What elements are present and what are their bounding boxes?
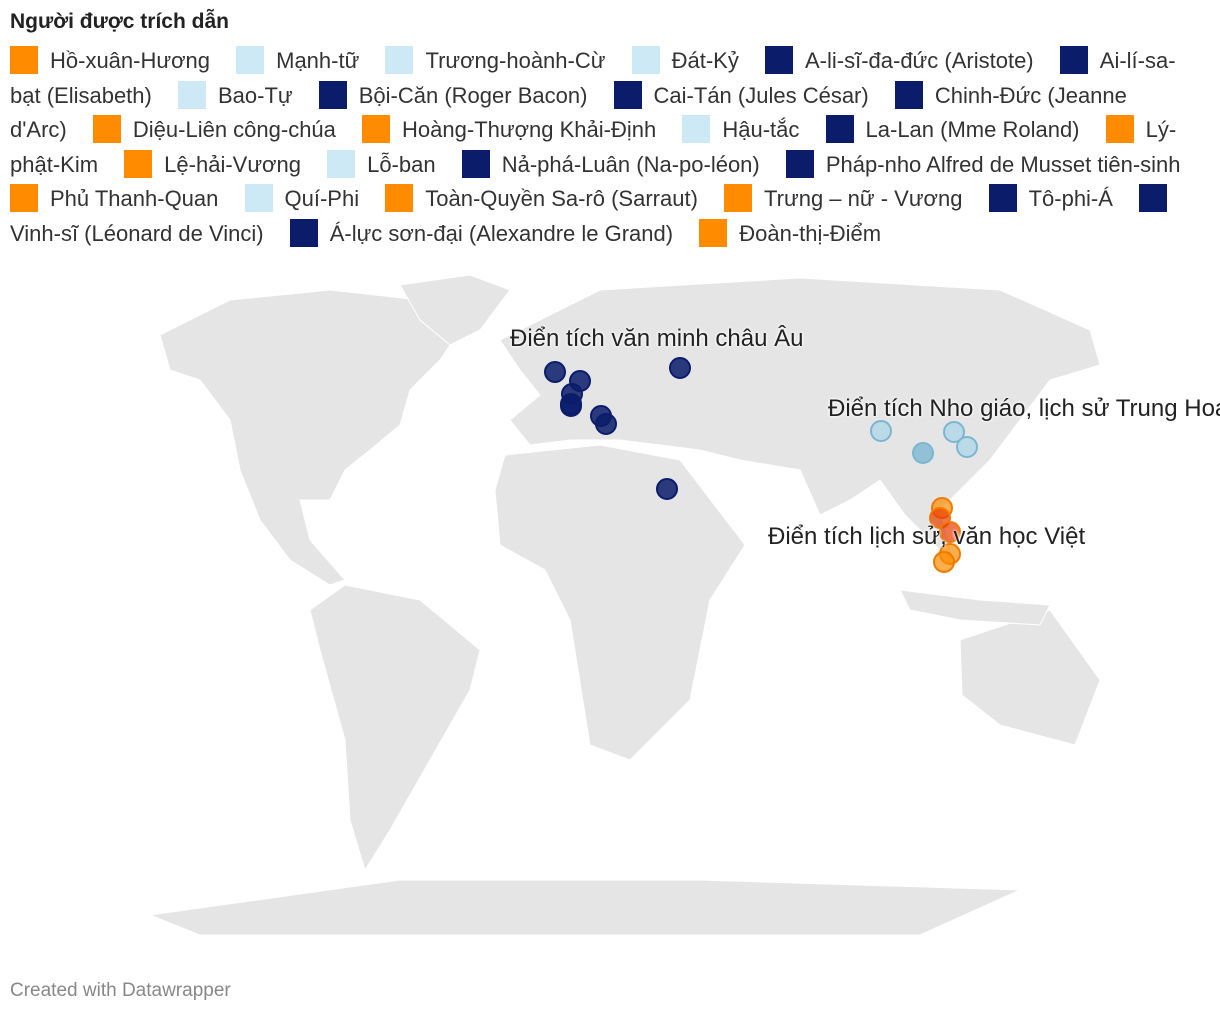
marker[interactable]	[956, 436, 978, 458]
marker[interactable]	[560, 395, 582, 417]
legend-swatch	[244, 184, 273, 212]
legend-label: Chinh-Đức (Jeanne d'Arc)	[10, 82, 1127, 143]
legend-swatch	[10, 184, 38, 212]
legend-swatch	[1105, 115, 1134, 143]
legend-swatch	[124, 149, 153, 178]
legend-label: Lỗ-ban	[367, 151, 436, 177]
legend-swatch	[825, 115, 854, 143]
legend-label: Hồ-xuân-Hương	[50, 48, 210, 73]
legend-label: Trương-hoành-Cừ	[425, 48, 606, 73]
annotation: Điển tích văn minh châu Âu	[510, 325, 804, 352]
legend-label: Trưng – nữ - Vương	[764, 186, 963, 211]
markers	[544, 357, 978, 573]
legend-label: Mạnh-tữ	[276, 48, 360, 73]
annotation: Điển tích lịch sử, văn học Việt	[768, 523, 1086, 550]
legend-label: Bội-Căn (Roger Bacon)	[358, 82, 588, 108]
legend-label: Phủ Thanh-Quan	[50, 186, 219, 211]
legend-label: Cai-Tán (Jules César)	[653, 82, 869, 108]
legend-label: Nả-phá-Luân (Na-po-léon)	[501, 151, 760, 177]
legend-label: Ai-lí-sa-bạt (Elisabeth)	[10, 48, 1176, 108]
legend-swatch	[318, 80, 347, 109]
legend-swatch	[385, 184, 414, 212]
legend-swatch	[699, 218, 728, 247]
legend-label: A-li-sĩ-đa-đức (Aristote)	[804, 48, 1034, 73]
legend-label: Lý-phật-Kim	[10, 117, 1177, 177]
legend-swatch	[327, 149, 356, 178]
legend-swatch	[10, 46, 38, 74]
legend-swatch	[92, 115, 121, 143]
marker[interactable]	[933, 551, 955, 573]
map	[148, 274, 1101, 936]
legend-swatch	[988, 184, 1017, 212]
legend-label: Đoàn-thị-Điểm	[739, 220, 882, 246]
marker[interactable]	[939, 521, 961, 543]
legend: Hồ-xuân-Hương Mạnh-tữ Trương-hoành-Cừ Đá…	[10, 44, 1205, 251]
marker[interactable]	[669, 357, 691, 379]
legend-swatch	[764, 46, 793, 74]
marker[interactable]	[912, 442, 934, 464]
legend-swatch	[613, 80, 642, 109]
legend-label: Hậu-tắc	[722, 117, 800, 142]
legend-swatch	[724, 184, 753, 212]
legend-swatch	[1139, 184, 1168, 212]
legend-label: Bao-Tự	[217, 82, 293, 108]
legend-swatch	[785, 149, 814, 178]
legend-label: Á-lực sơn-đại (Alexandre le Grand)	[329, 220, 674, 246]
legend-label: Đát-Kỷ	[671, 48, 739, 73]
annotation: Điển tích Nho giáo, lịch sử Trung Hoa	[828, 395, 1220, 422]
legend-swatch	[385, 46, 414, 74]
legend-label: Vinh-sĩ (Léonard de Vinci)	[10, 220, 264, 246]
legend-swatch	[362, 115, 391, 143]
legend-label: La-Lan (Mme Roland)	[865, 117, 1080, 142]
legend-label: Lệ-hải-Vương	[164, 151, 301, 177]
legend-label: Hoàng-Thượng Khải-Định	[402, 117, 657, 142]
footer: Created with Datawrapper	[10, 980, 231, 1001]
legend-swatch	[682, 115, 711, 143]
legend-swatch	[461, 149, 490, 178]
marker[interactable]	[544, 361, 566, 383]
legend-label: Pháp-nho Alfred de Musset tiên-sinh	[825, 151, 1181, 177]
legend-label: Tô-phi-Á	[1028, 186, 1113, 211]
marker[interactable]	[595, 413, 617, 435]
legend-swatch	[177, 80, 206, 109]
legend-label: Quí-Phi	[284, 186, 360, 211]
marker[interactable]	[656, 478, 678, 500]
legend-swatch	[631, 46, 660, 74]
land	[148, 274, 1101, 936]
legend-swatch	[236, 46, 265, 74]
marker[interactable]	[870, 420, 892, 442]
legend-swatch	[894, 80, 923, 109]
legend-label: Diệu-Liên công-chúa	[132, 117, 336, 142]
legend-swatch	[1059, 46, 1088, 74]
marker[interactable]	[943, 421, 965, 443]
legend-label: Toàn-Quyền Sa-rô (Sarraut)	[425, 186, 698, 211]
legend-title: Người được trích dẫn	[10, 10, 229, 33]
legend-swatch	[289, 218, 318, 247]
